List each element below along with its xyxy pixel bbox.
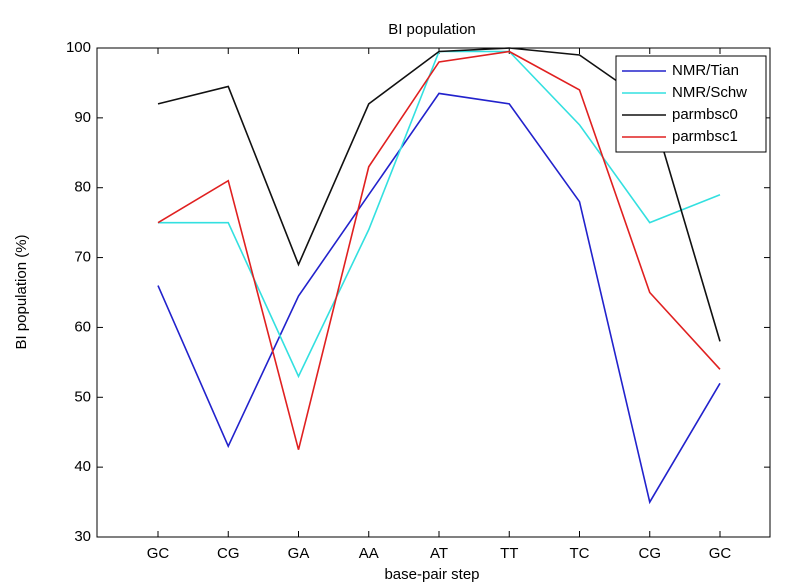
y-tick-label: 100 bbox=[66, 39, 91, 56]
x-tick-label: AA bbox=[359, 545, 379, 562]
x-tick-label: CG bbox=[217, 545, 240, 562]
x-tick-label: TC bbox=[570, 545, 590, 562]
chart-title: BI population bbox=[388, 21, 476, 38]
x-tick-label: GA bbox=[288, 545, 310, 562]
y-tick-label: 40 bbox=[74, 458, 91, 475]
x-tick-label: GC bbox=[709, 545, 732, 562]
y-tick-label: 90 bbox=[74, 109, 91, 126]
legend-label: NMR/Schw bbox=[672, 84, 747, 101]
series-line bbox=[157, 92, 721, 505]
plot-frame bbox=[96, 47, 771, 538]
legend-box bbox=[615, 55, 767, 153]
x-axis-label: base-pair step bbox=[384, 566, 479, 583]
legend-label: NMR/Tian bbox=[672, 62, 739, 79]
x-tick-label: CG bbox=[639, 545, 662, 562]
y-axis-label: BI population (%) bbox=[13, 234, 30, 349]
series-line bbox=[157, 50, 721, 450]
legend-label: parmbsc1 bbox=[672, 128, 738, 145]
y-tick-label: 80 bbox=[74, 179, 91, 196]
x-tick-label: TT bbox=[500, 545, 518, 562]
x-tick-label: AT bbox=[430, 545, 448, 562]
y-tick-label: 30 bbox=[74, 528, 91, 545]
legend-label: parmbsc0 bbox=[672, 106, 738, 123]
x-tick-label: GC bbox=[147, 545, 170, 562]
y-tick-label: 50 bbox=[74, 388, 91, 405]
y-tick-label: 70 bbox=[74, 249, 91, 266]
y-tick-label: 60 bbox=[74, 318, 91, 335]
